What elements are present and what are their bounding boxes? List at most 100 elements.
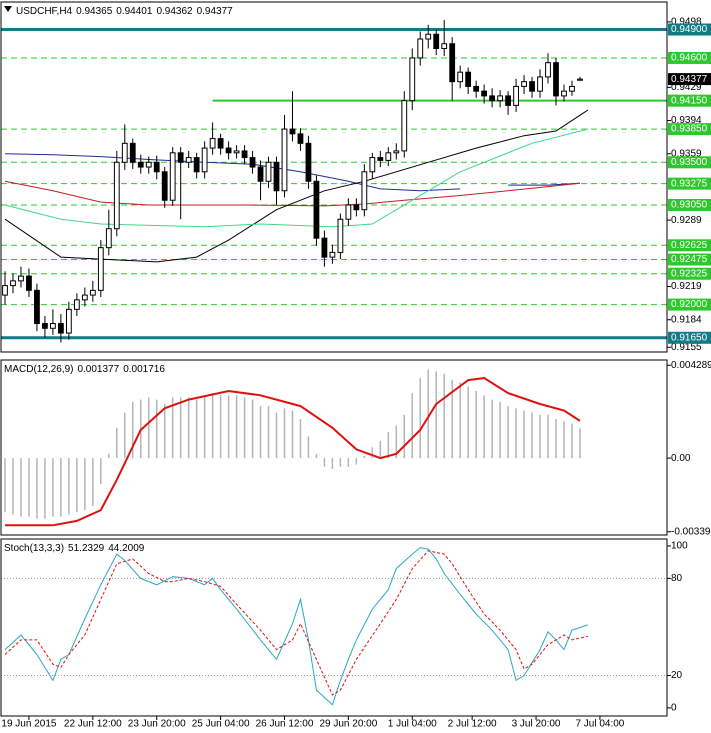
indicator-line [5, 376, 581, 527]
x-tick-label: 2 Jul 12:00 [448, 719, 497, 730]
x-tick-label: 7 Jul 04:00 [575, 719, 624, 730]
y-tick-label: 0.9219 [671, 281, 702, 292]
candle-body [473, 85, 480, 92]
candle-body [89, 289, 96, 296]
candle-body [129, 142, 136, 163]
candle-body [265, 161, 272, 182]
candle-body [401, 100, 408, 152]
candle-body [161, 171, 168, 201]
x-tick-label: 19 Jun 2015 [1, 719, 56, 730]
y-tick-label: 0.9394 [671, 115, 702, 126]
x-tick-label: 3 Jul 20:00 [512, 719, 561, 730]
candle-body [289, 128, 296, 135]
x-tick-label: 29 Jun 20:00 [319, 719, 377, 730]
y-tick-label: 0.9155 [671, 342, 702, 353]
y-tick-label: 0.00 [671, 453, 691, 464]
header-value: 0.94365 [76, 6, 113, 17]
panel-plot [1, 547, 667, 706]
y-tick-label: 0.9184 [671, 314, 702, 325]
candle-body [241, 150, 248, 159]
level-label-box [668, 298, 711, 311]
y-tick-label: 20 [671, 670, 683, 681]
candle-body [121, 142, 128, 163]
y-tick-label: 0 [671, 703, 677, 714]
candle-body [393, 150, 400, 154]
level-label-box [668, 156, 711, 169]
candle-body [18, 275, 24, 282]
candle-body [34, 289, 40, 325]
level-label: 0.93850 [671, 124, 708, 135]
level-label: 0.93275 [671, 178, 708, 189]
y-tick-label: 0.9289 [671, 215, 702, 226]
candle-body [321, 237, 328, 258]
candle-body [377, 157, 384, 161]
candle-body [537, 76, 543, 92]
panel-header: MACD(12,26,9) 0.001377 0.001716 [4, 364, 165, 375]
candle-body [249, 157, 256, 168]
candle-body [201, 147, 208, 173]
level-label-box [668, 23, 711, 36]
candle-body [10, 280, 16, 287]
price-label-box [668, 73, 711, 86]
y-tick-label: 100 [671, 541, 688, 552]
candle-body [257, 166, 264, 182]
candle-body [73, 299, 80, 310]
menu-icon [4, 6, 12, 12]
indicator-line [4, 547, 589, 706]
panel-plot [1, 20, 667, 343]
y-tick-label: 0.9429 [671, 82, 702, 93]
candle-body [441, 43, 448, 49]
candle-body [513, 85, 519, 106]
y-tick-label: 0.9359 [671, 148, 702, 159]
candle-body [81, 294, 88, 301]
level-label: 0.91650 [671, 332, 708, 343]
candle-body [361, 171, 368, 211]
level-label: 0.93500 [671, 157, 708, 168]
level-label-box [668, 177, 711, 190]
candle-body [337, 218, 344, 253]
candle-body [425, 33, 432, 40]
candle-body [385, 152, 392, 161]
header-value: 0.94401 [116, 6, 153, 17]
y-tick-label: 0.004289 [671, 360, 711, 371]
header-value: 0.001377 [77, 364, 119, 375]
candle-body [505, 95, 511, 106]
candle-body [97, 247, 104, 291]
level-label-box [668, 51, 711, 64]
x-tick-label: 23 Jun 20:00 [128, 719, 186, 730]
header-value: 0.001716 [123, 364, 165, 375]
candle-body [185, 157, 192, 163]
panel-plot [4, 369, 581, 527]
candle-body [417, 38, 424, 59]
level-label-box [668, 198, 711, 211]
level-label: 0.92475 [671, 254, 708, 265]
panel-border [0, 359, 668, 536]
candle-body [577, 78, 583, 81]
level-label-box [668, 267, 711, 280]
level-label: 0.92325 [671, 268, 708, 279]
level-label-box [668, 239, 711, 252]
candle-body [105, 228, 112, 249]
candle-body [489, 95, 496, 102]
x-tick-label: 26 Jun 12:00 [256, 719, 314, 730]
candle-body [465, 71, 472, 87]
panel-title: Stoch(13,3,3) [4, 543, 64, 554]
candle-body [521, 81, 527, 87]
level-label-box [668, 253, 711, 266]
candle-body [113, 161, 120, 230]
candle-body [26, 275, 32, 291]
indicator-line [4, 550, 589, 696]
panel-border [0, 1, 668, 353]
level-label-box [668, 331, 711, 344]
x-tick-label: 25 Jun 04:00 [192, 719, 250, 730]
candle-body [561, 90, 567, 97]
header-value: 0.94362 [156, 6, 193, 17]
candle-body [145, 161, 152, 168]
candle-body [449, 43, 456, 83]
candle-body [369, 157, 376, 173]
candle-body [137, 161, 144, 168]
candle-body [57, 323, 64, 334]
candle-body [153, 161, 160, 173]
